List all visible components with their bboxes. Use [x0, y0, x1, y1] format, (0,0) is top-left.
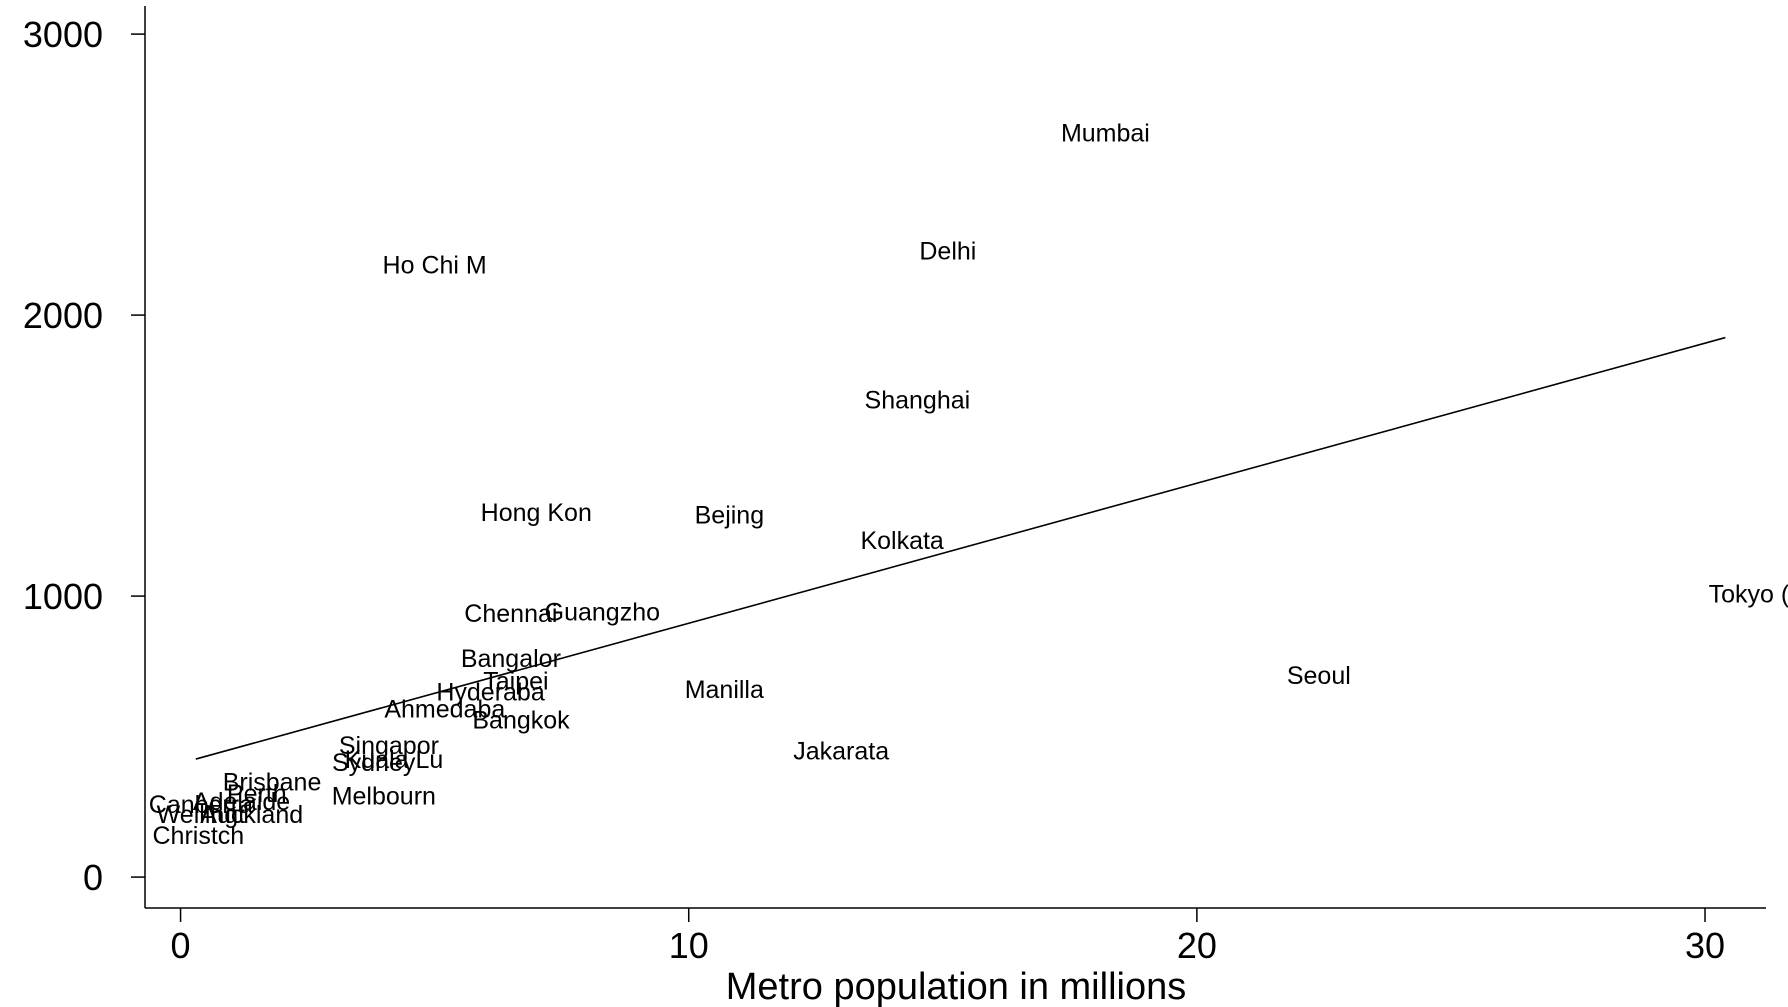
point-label: Seoul: [1287, 662, 1351, 690]
point-label: Jakarata: [793, 738, 889, 766]
point-label: Bejing: [695, 502, 765, 530]
x-tick-label: 0: [171, 925, 191, 966]
point-label: Mumbai: [1061, 119, 1150, 147]
point-label: Bangalor: [461, 645, 561, 673]
point-label: Kolkata: [860, 527, 943, 555]
point-label: Chennai: [464, 600, 557, 628]
x-tick-label: 10: [669, 925, 709, 966]
point-label: Delhi: [919, 237, 976, 265]
point-label: Kuala Lu: [345, 746, 444, 774]
point-label: Canberra: [149, 791, 253, 819]
point-label: Christch: [153, 822, 245, 850]
y-tick-label: 0: [83, 857, 103, 898]
point-label: Bangkok: [472, 707, 570, 735]
point-label: Sydney: [332, 749, 416, 777]
y-tick-label: 3000: [23, 14, 103, 55]
fit-line: [195, 336, 1726, 760]
y-tick-label: 1000: [23, 576, 103, 617]
point-label: Taipei: [483, 667, 548, 695]
point-label: Tokyo (u: [1709, 580, 1788, 608]
point-label: Hyderaba: [436, 679, 544, 707]
point-label: Brisbane: [223, 769, 322, 797]
point-label: Auckland: [200, 801, 303, 829]
x-axis-title: Metro population in millions: [726, 966, 1186, 1007]
ticks-layer: 0 10 20 30 0 1000 2000 3000: [23, 14, 1725, 966]
y-tick-label: 2000: [23, 295, 103, 336]
point-label: Perth: [227, 780, 287, 808]
point-label: Ahmedaba: [384, 695, 505, 723]
point-label: Manilla: [685, 676, 764, 704]
point-label: Ho Chi M: [383, 252, 487, 280]
x-tick-label: 20: [1177, 925, 1217, 966]
point-label: Guangzho: [545, 599, 660, 627]
x-tick-label: 30: [1685, 925, 1725, 966]
point-label: Shanghai: [865, 386, 971, 414]
point-label: Wellingt: [157, 801, 246, 829]
point-label: Singapor: [339, 732, 439, 760]
points-layer: Mumbai Delhi Ho Chi M Shanghai Hong Kon Bejin…: [149, 119, 1788, 849]
point-label: Hong Kon: [481, 499, 592, 527]
point-label: Melbourn: [332, 783, 436, 811]
point-label: Adelaide: [193, 788, 290, 816]
fit-layer: [195, 336, 1726, 760]
plot-area: 0 10 20 30 0 1000 2000 3000 Mumbai Delhi Ho Chi M…: [23, 6, 1788, 966]
